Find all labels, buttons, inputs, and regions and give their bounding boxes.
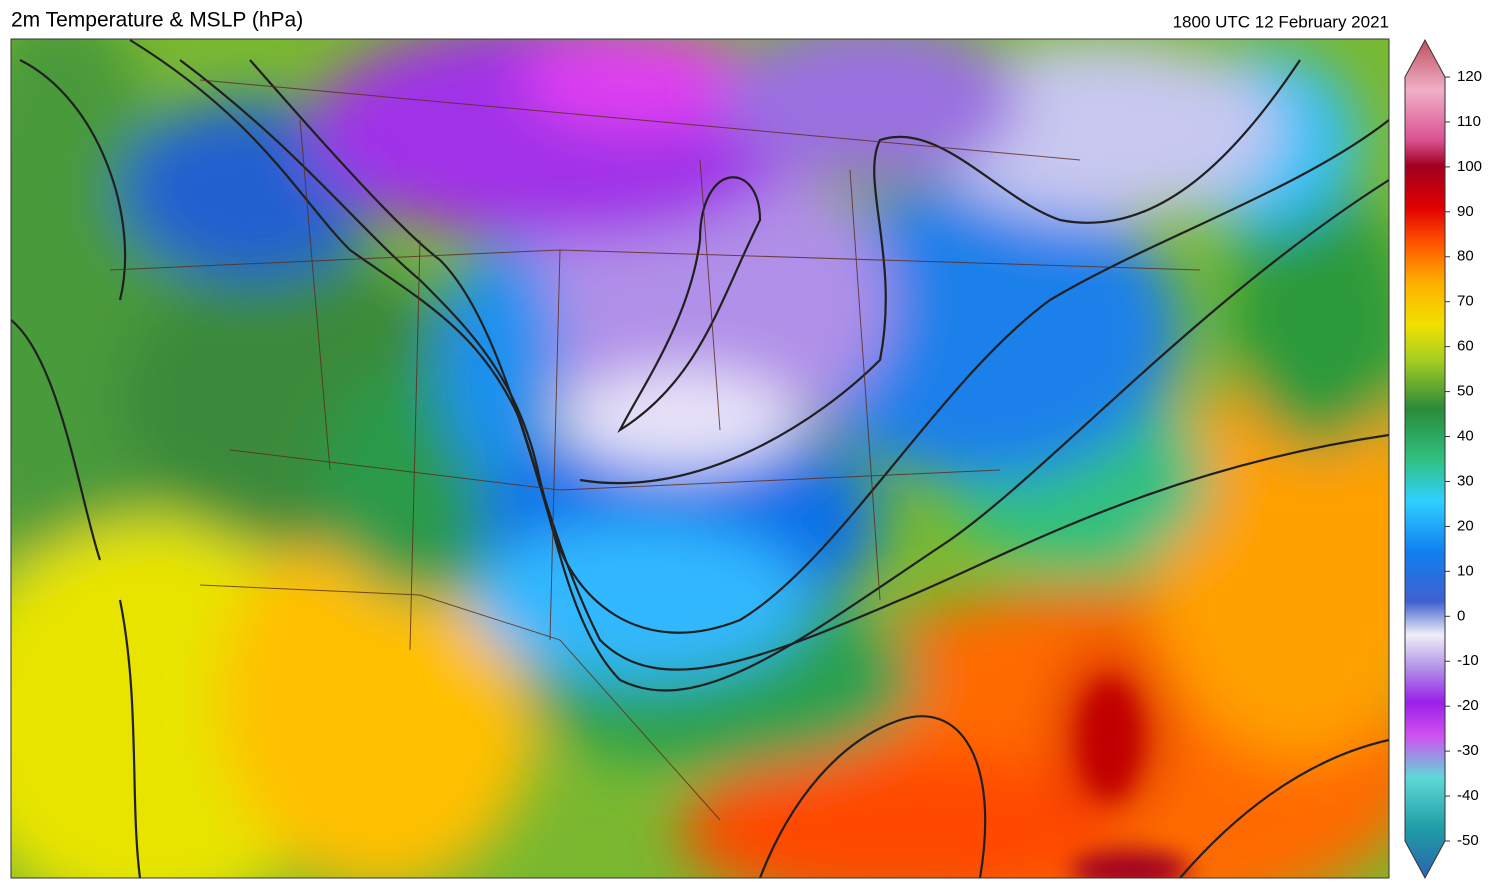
colorbar-tick-label: 120 bbox=[1457, 68, 1482, 85]
colorbar-tick-label: 50 bbox=[1457, 383, 1474, 400]
temperature-map bbox=[11, 39, 1389, 878]
colorbar-bar bbox=[1404, 38, 1446, 880]
colorbar-tick-label: -50 bbox=[1457, 832, 1479, 849]
colorbar-tick-label: -30 bbox=[1457, 742, 1479, 759]
colorbar-tick-label: 80 bbox=[1457, 248, 1474, 265]
colorbar-tick-label: 30 bbox=[1457, 472, 1474, 489]
title: 2m Temperature & MSLP (hPa) bbox=[11, 9, 303, 32]
colorbar: -50 -40 -30 -20 -10 0 10 20 30 40 50 60 70 80 90 100 110… bbox=[1404, 38, 1482, 880]
colorbar-tick-label: -40 bbox=[1457, 787, 1479, 804]
colorbar-tick-label: 110 bbox=[1457, 113, 1481, 130]
colorbar-tick-label: 90 bbox=[1457, 203, 1474, 220]
colorbar-tick-label: 70 bbox=[1457, 293, 1474, 310]
colorbar-tick-label: -20 bbox=[1457, 697, 1479, 714]
colorbar-tick-label: 10 bbox=[1457, 562, 1474, 579]
colorbar-tick-label: 40 bbox=[1457, 427, 1474, 444]
colorbar-tick-label: -10 bbox=[1457, 652, 1479, 669]
timestamp: 1800 UTC 12 February 2021 bbox=[1173, 12, 1389, 31]
map-frame bbox=[10, 38, 1390, 879]
colorbar-tick-label: 20 bbox=[1457, 517, 1474, 534]
colorbar-tick-label: 0 bbox=[1457, 607, 1465, 624]
colorbar-tick-label: 60 bbox=[1457, 338, 1474, 355]
colorbar-tick-label: 100 bbox=[1457, 158, 1482, 175]
